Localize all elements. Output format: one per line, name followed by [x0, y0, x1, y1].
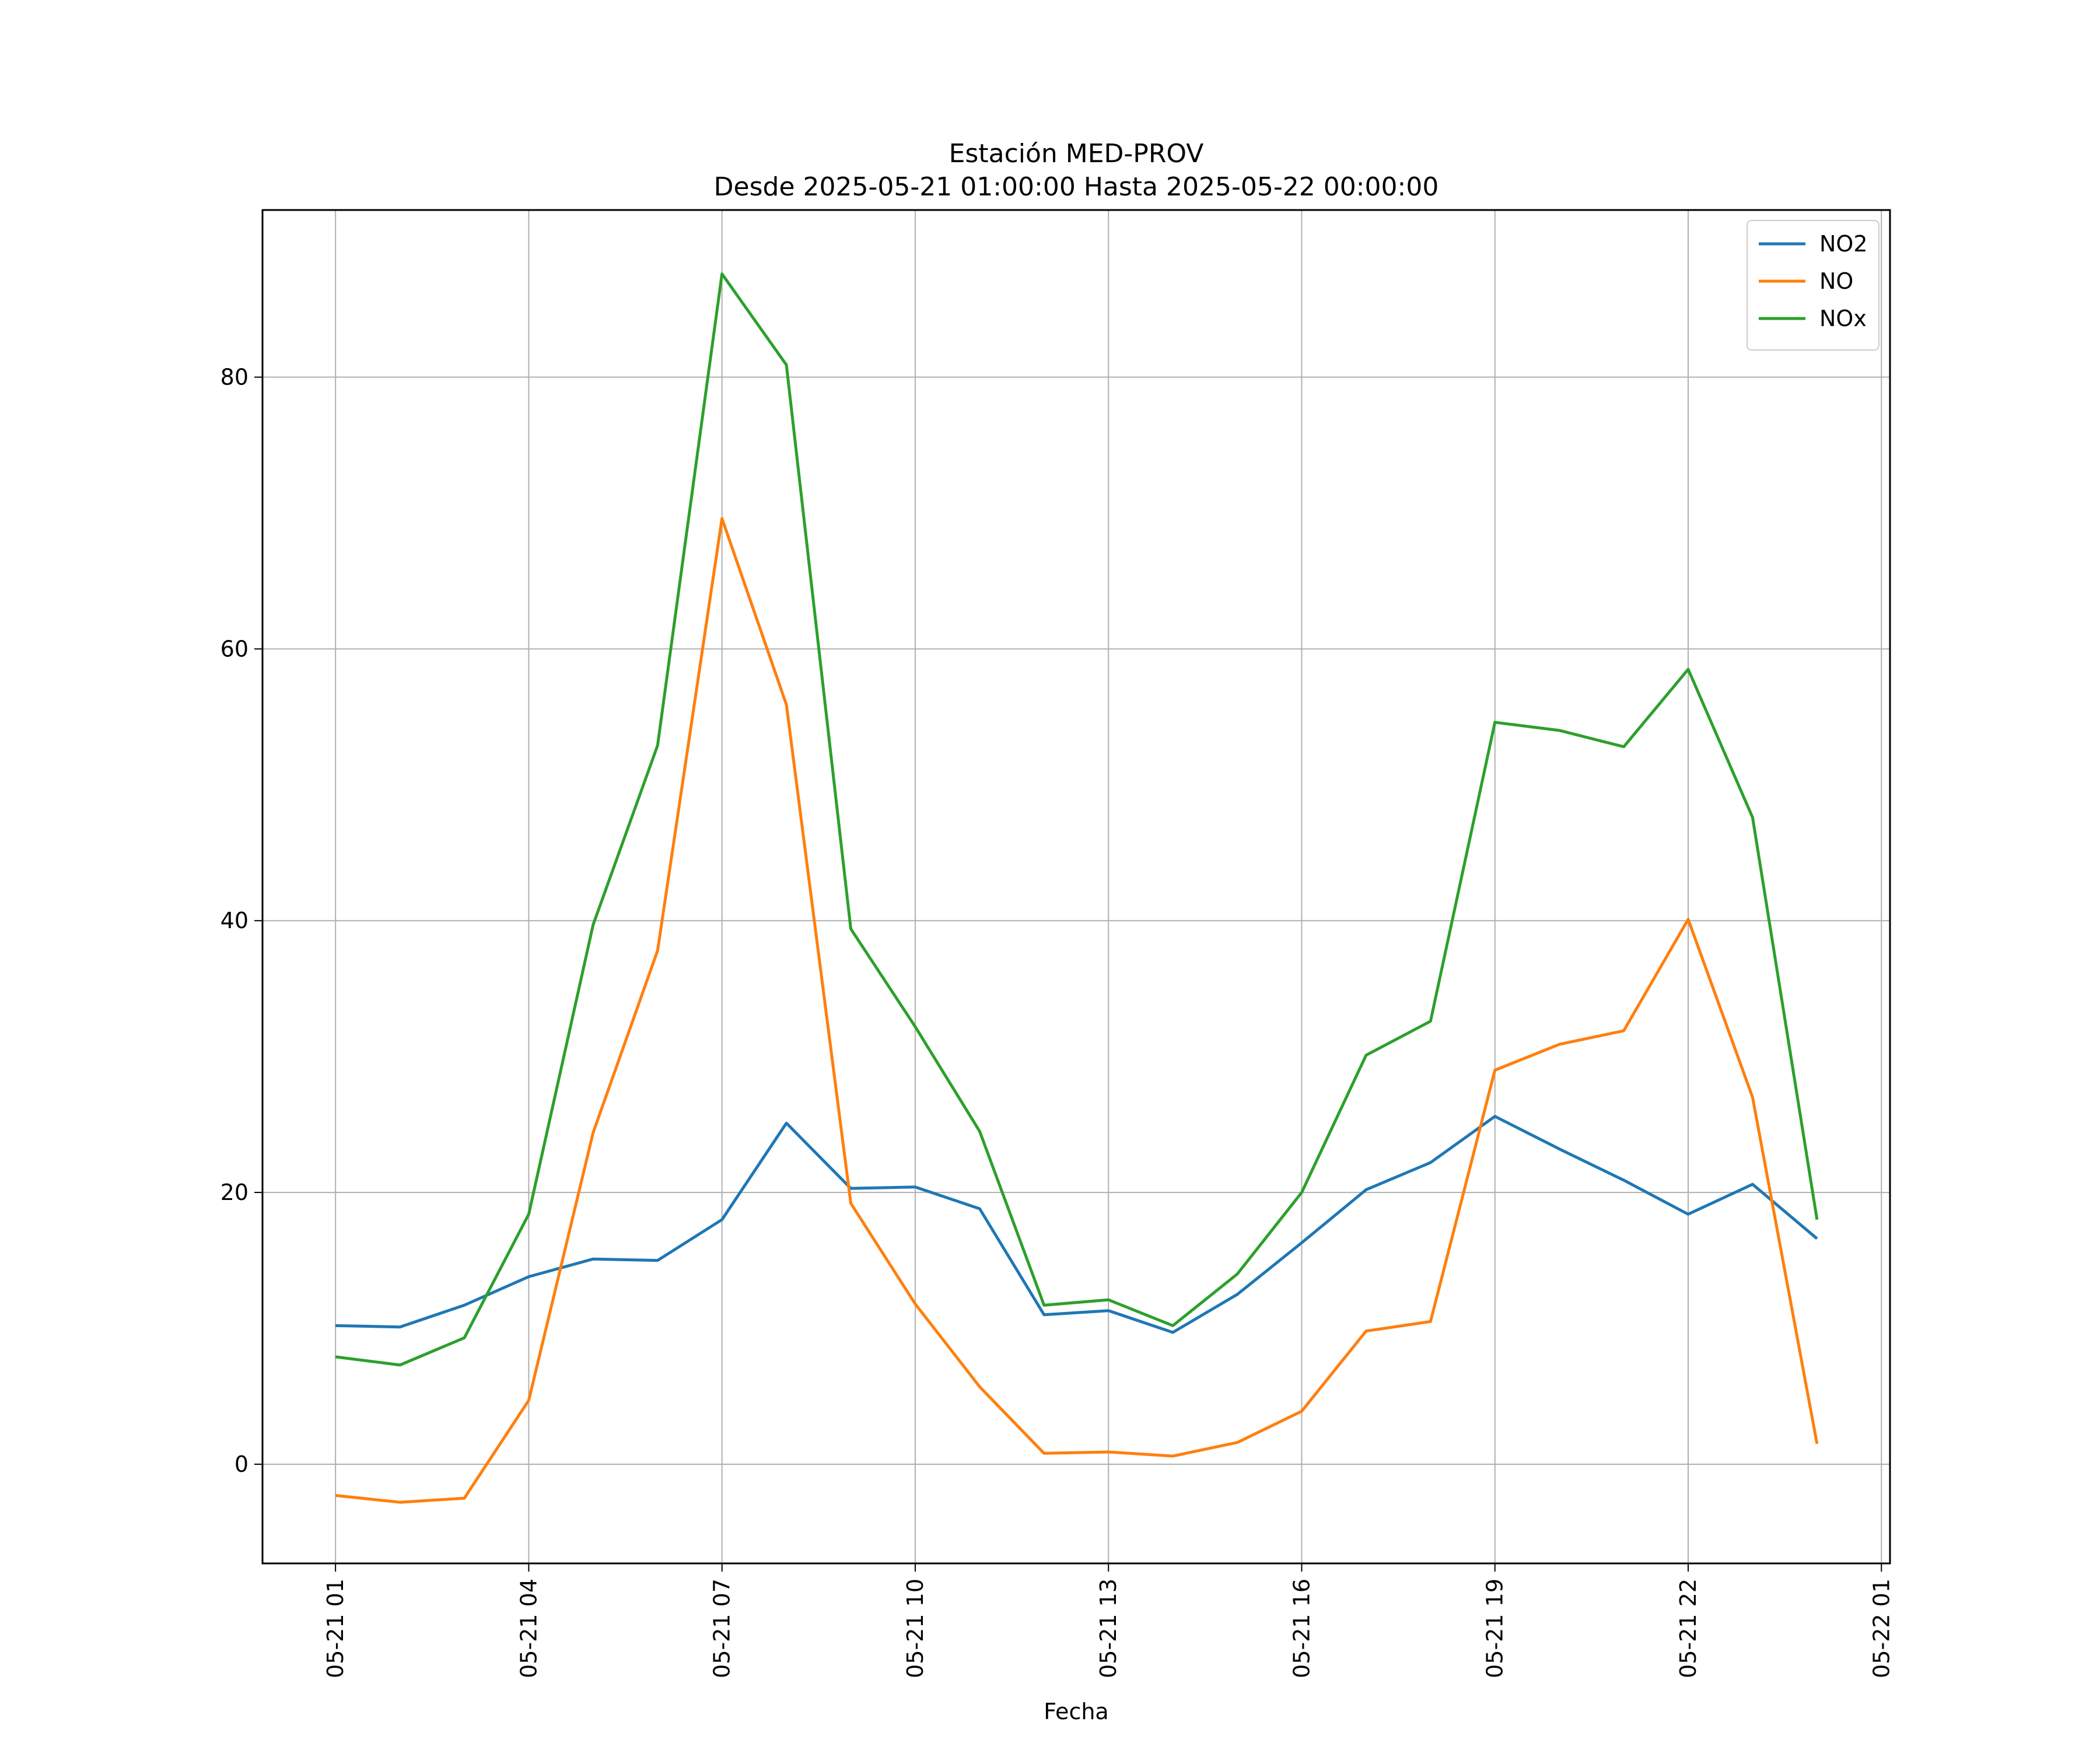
- y-tick-label: 40: [220, 908, 249, 933]
- legend-label: NO: [1819, 268, 1853, 294]
- x-tick-label: 05-21 07: [709, 1579, 735, 1678]
- y-tick-label: 60: [220, 636, 249, 662]
- series-line-no2: [335, 1115, 1818, 1334]
- x-tick-label: 05-21 19: [1482, 1579, 1508, 1678]
- gridlines: [262, 210, 1890, 1563]
- x-tick-label: 05-21 01: [323, 1579, 348, 1678]
- x-axis-label: Fecha: [1044, 1699, 1108, 1724]
- y-tick-label: 20: [220, 1180, 249, 1205]
- y-tick-label: 80: [220, 365, 249, 390]
- series-line-nox: [335, 272, 1819, 1367]
- x-tick-label: 05-21 16: [1289, 1579, 1314, 1678]
- x-tick-label: 05-21 22: [1675, 1579, 1701, 1678]
- x-tick-label: 05-22 01: [1868, 1579, 1894, 1678]
- chart-subtitle: Desde 2025-05-21 01:00:00 Hasta 2025-05-…: [714, 172, 1439, 202]
- x-tick-label: 05-21 04: [516, 1579, 541, 1678]
- legend: NO2 NO NOx: [1746, 220, 1880, 351]
- axis-ticks: 05-21 01 05-21 04 05-21 07 05-21 10 05-21 13…: [220, 365, 1895, 1678]
- plot-frame: [261, 209, 1891, 1565]
- series-line-no: [335, 517, 1819, 1504]
- chart-title: Estación MED-PROV: [949, 139, 1204, 169]
- y-tick-label: 0: [235, 1451, 249, 1477]
- legend-label: NO2: [1819, 231, 1868, 257]
- legend-label: NOx: [1819, 306, 1867, 331]
- x-tick-label: 05-21 10: [902, 1579, 928, 1678]
- series-lines: [335, 272, 1819, 1504]
- x-tick-label: 05-21 13: [1096, 1579, 1121, 1678]
